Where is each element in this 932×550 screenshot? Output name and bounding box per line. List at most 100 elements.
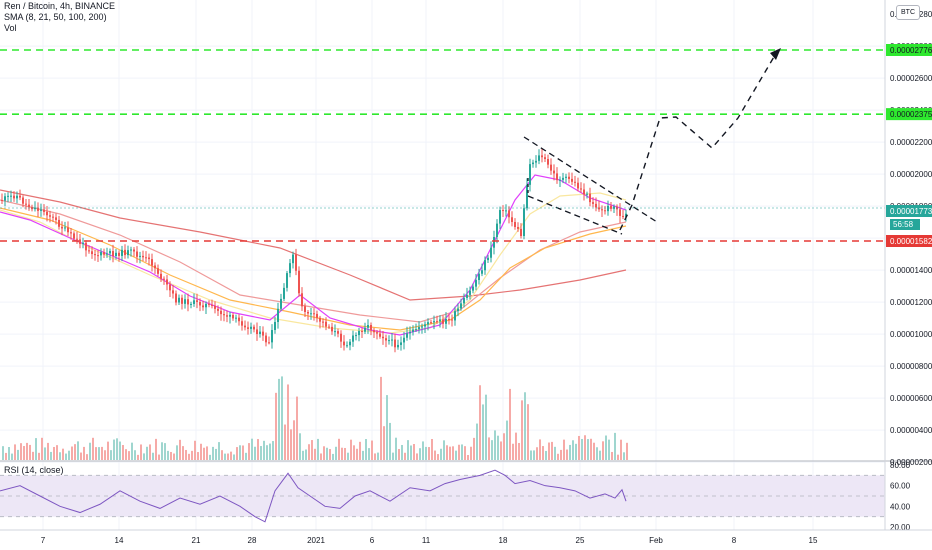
- candle-body: [46, 211, 48, 216]
- candle-body: [190, 303, 192, 305]
- volume-bars: [2, 376, 628, 460]
- candle-body: [349, 341, 351, 346]
- candle-body: [130, 249, 132, 251]
- volume-bar: [518, 442, 520, 460]
- symbol-legend[interactable]: Ren / Bitcoin, 4h, BINANCE: [4, 1, 116, 11]
- volume-bar: [440, 448, 442, 460]
- candle-body: [469, 290, 471, 295]
- candle-body: [457, 308, 459, 312]
- volume-bar: [374, 453, 376, 460]
- price-tick-label: 0.00001400: [890, 266, 932, 275]
- volume-bar: [185, 449, 187, 460]
- candle-body: [448, 318, 450, 320]
- candle-body: [586, 193, 588, 195]
- currency-button[interactable]: BTC: [896, 5, 920, 20]
- volume-bar: [98, 447, 100, 460]
- volume-bar: [482, 404, 484, 460]
- candle-body: [214, 305, 216, 309]
- volume-bar: [626, 442, 628, 460]
- volume-bar: [74, 444, 76, 460]
- candle-body: [208, 303, 210, 305]
- candle-body: [379, 333, 381, 337]
- level-price-tag: [886, 108, 932, 121]
- volume-bar: [95, 447, 97, 460]
- volume-bar: [83, 446, 85, 460]
- volume-bar: [488, 437, 490, 460]
- volume-bar: [584, 435, 586, 460]
- candle-body: [58, 219, 60, 227]
- candle-body: [268, 342, 270, 344]
- volume-bar: [269, 443, 271, 460]
- volume-bar: [146, 446, 148, 460]
- volume-bar: [323, 446, 325, 460]
- candle-body: [160, 273, 162, 279]
- sma100-line: [0, 199, 627, 323]
- volume-bar: [542, 446, 544, 460]
- volume-bar: [347, 452, 349, 460]
- candle-body: [1, 200, 3, 201]
- volume-bar: [563, 439, 565, 460]
- volume-bar: [248, 443, 250, 460]
- candle-body: [418, 327, 420, 330]
- sma21-line: [0, 192, 627, 334]
- candle-body: [535, 160, 537, 163]
- candle-body: [22, 197, 24, 204]
- volume-bar: [278, 378, 280, 460]
- volume-bar: [23, 446, 25, 460]
- volume-bar: [425, 446, 427, 460]
- volume-bar: [392, 452, 394, 460]
- volume-bar: [53, 446, 55, 460]
- volume-bar: [230, 451, 232, 460]
- volume-bar: [431, 439, 433, 460]
- sma50-line: [0, 207, 627, 331]
- volume-bar: [557, 453, 559, 460]
- candle-body: [40, 209, 42, 211]
- candle-body: [127, 250, 129, 256]
- volume-bar: [434, 450, 436, 460]
- volume-bar: [8, 447, 10, 460]
- time-axis[interactable]: 7 14 21 28 2021 6 11 18 25 Feb 8 15: [0, 529, 932, 545]
- drawings[interactable]: [0, 48, 885, 242]
- volume-bar: [317, 438, 319, 460]
- candle-body: [388, 340, 390, 342]
- volume-bar: [473, 437, 475, 460]
- candle-body: [391, 339, 393, 341]
- candle-body: [544, 157, 546, 160]
- candle-body: [187, 299, 189, 305]
- volume-bar: [419, 448, 421, 460]
- volume-bar: [188, 453, 190, 460]
- volume-bar: [449, 446, 451, 460]
- volume-bar: [587, 439, 589, 460]
- volume-bar: [209, 454, 211, 460]
- time-tick-label: 21: [192, 536, 201, 545]
- volume-bar: [536, 447, 538, 460]
- volume-bar: [422, 441, 424, 460]
- candle-body: [592, 202, 594, 204]
- volume-bar: [464, 446, 466, 460]
- volume-bar: [242, 445, 244, 460]
- sma-legend[interactable]: SMA (8, 21, 50, 100, 200): [4, 12, 107, 22]
- volume-bar: [335, 446, 337, 460]
- candle-body: [436, 321, 438, 323]
- candle-body: [601, 209, 603, 211]
- candle-body: [91, 251, 93, 255]
- volume-legend[interactable]: Vol: [4, 23, 17, 33]
- volume-bar: [554, 446, 556, 460]
- rsi-legend[interactable]: RSI (14, close): [4, 465, 64, 475]
- volume-bar: [395, 437, 397, 460]
- candle-body: [514, 221, 516, 228]
- candle-body: [271, 330, 273, 343]
- volume-bar: [404, 452, 406, 460]
- candle-body: [307, 311, 309, 314]
- candle-body: [166, 279, 168, 285]
- volume-bar: [344, 447, 346, 460]
- volume-bar: [5, 452, 7, 460]
- candle-body: [223, 314, 225, 316]
- volume-bar: [56, 445, 58, 460]
- candle-body: [478, 273, 480, 281]
- price-axis[interactable]: 0.000028000.000026000.000024000.00002200…: [884, 0, 932, 532]
- volume-bar: [140, 444, 142, 460]
- volume-bar: [308, 444, 310, 460]
- volume-bar: [29, 444, 31, 460]
